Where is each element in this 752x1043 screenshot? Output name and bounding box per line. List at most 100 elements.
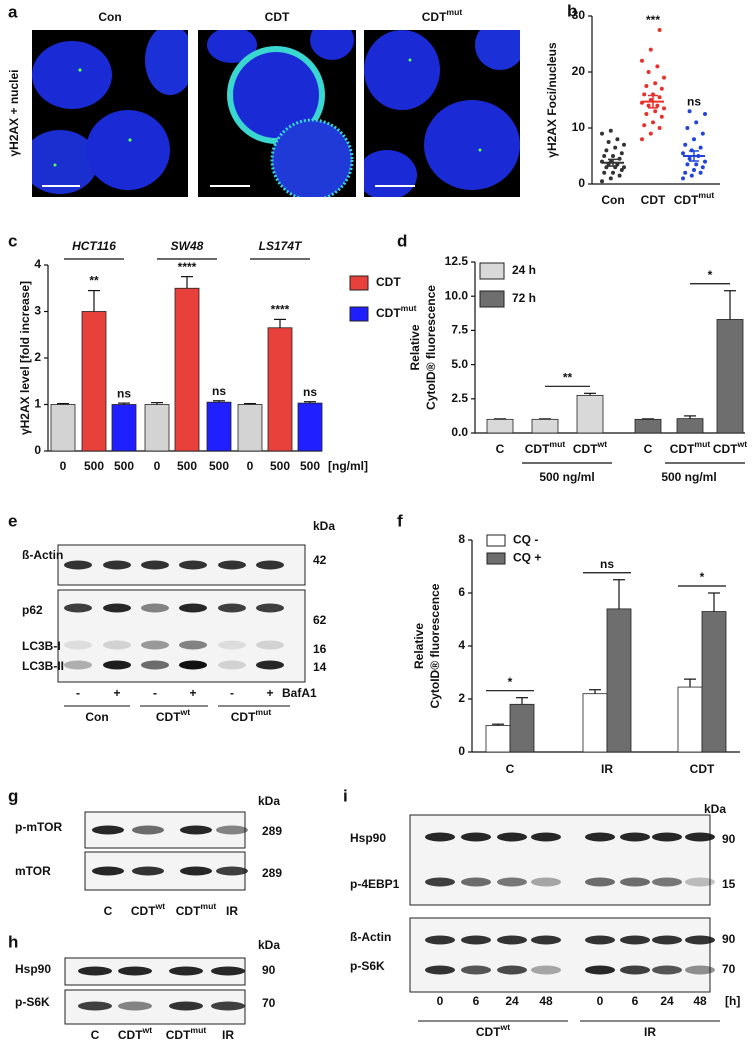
blot-band	[64, 603, 92, 613]
data-point	[683, 142, 688, 147]
x-tick-label: 0	[154, 459, 161, 473]
bar	[677, 686, 703, 753]
blot-band	[256, 660, 284, 670]
bar	[206, 401, 232, 452]
data-point	[689, 173, 694, 178]
blot-band	[179, 603, 207, 613]
annotation: **	[563, 370, 573, 384]
x-tick-label: CDTwt	[573, 439, 607, 456]
kda-value: 15	[722, 877, 736, 891]
lane-label: +	[113, 686, 120, 700]
y-tick-label: 0	[34, 443, 41, 457]
blot-band	[179, 640, 207, 650]
y-tick-label: 2.5	[451, 391, 468, 405]
data-point	[681, 176, 685, 181]
y-tick-label: 10.0	[445, 288, 469, 302]
data-point	[659, 114, 664, 119]
blot-band	[685, 965, 715, 975]
annotation: ns	[212, 384, 226, 398]
x-tick-label: C	[506, 762, 515, 776]
data-point	[703, 159, 707, 164]
y-tick-label: 2	[34, 350, 41, 364]
blot-band	[64, 640, 92, 650]
data-point	[657, 95, 662, 100]
y-axis-label: γH2AX + nuclei	[7, 69, 21, 156]
blot-band	[620, 965, 650, 975]
x-tick-label: 500	[177, 459, 197, 473]
treatment-label: BafA1	[282, 686, 317, 700]
blot-band	[211, 1001, 245, 1011]
panel-letter: e	[8, 511, 17, 530]
data-point	[608, 128, 613, 133]
x-tick-label: C	[644, 442, 653, 456]
blot-band	[216, 866, 248, 876]
data-point	[681, 151, 685, 156]
data-point	[685, 126, 690, 130]
legend-swatch	[479, 290, 505, 308]
lane-label: CDTmut	[166, 1025, 207, 1042]
blot-band	[141, 640, 169, 650]
data-point	[608, 176, 613, 181]
blot-band	[461, 832, 491, 842]
lane-label: -	[76, 686, 80, 700]
legend-swatch	[349, 306, 369, 322]
y-tick-label: 2	[458, 691, 465, 705]
bar	[531, 418, 559, 434]
group-label: SW48	[171, 239, 204, 253]
row-label: ß-Actin	[22, 548, 63, 562]
blot-band	[92, 825, 124, 835]
blot-band	[620, 935, 650, 945]
blot-band	[497, 832, 527, 842]
group-label-sup: wt	[180, 707, 191, 717]
x-tick-label-text: CDT	[670, 442, 695, 456]
kda-header: kDa	[258, 938, 280, 952]
row-label: Hsp90	[15, 962, 51, 976]
group-label: LS174T	[259, 239, 303, 253]
data-point	[640, 137, 644, 142]
data-point	[651, 120, 655, 125]
data-point	[685, 162, 690, 167]
blot-band	[531, 965, 561, 975]
blot-band	[531, 877, 561, 887]
bar	[606, 608, 632, 753]
data-point	[700, 131, 705, 136]
data-point	[648, 47, 653, 52]
blot-band	[685, 877, 715, 887]
data-point	[653, 109, 658, 114]
bar	[144, 404, 170, 452]
dose-label: 500 ng/ml	[539, 470, 594, 484]
blot-band	[685, 832, 715, 842]
x-tick-label-text: CDT	[674, 193, 699, 207]
annotation: ****	[271, 303, 290, 317]
y-tick-label: 6	[458, 585, 465, 599]
x-tick-label-sup: wt	[737, 439, 748, 449]
row-label: p62	[22, 603, 43, 617]
bar	[237, 404, 263, 452]
kda-value: 14	[313, 660, 327, 674]
data-point	[687, 156, 692, 161]
panel-letter: b	[567, 1, 577, 20]
bar	[634, 418, 662, 434]
group-label-sup: mut	[255, 707, 271, 717]
blot-band	[132, 825, 164, 835]
blot-band	[620, 832, 650, 842]
y-tick-label: 20	[572, 64, 586, 78]
y-tick-label: 1	[34, 397, 41, 411]
legend-label: CQ +	[513, 551, 541, 565]
bar	[111, 404, 137, 452]
lane-label: IR	[226, 904, 238, 918]
blot-band	[179, 560, 207, 570]
blot-band	[620, 877, 650, 887]
panel-letter: d	[397, 231, 407, 250]
x-tick-label: CDTwt	[713, 439, 747, 456]
blot-band	[585, 877, 615, 887]
kda-header: kDa	[313, 519, 335, 533]
annotation: **	[89, 274, 99, 288]
annotation: ns	[600, 557, 614, 571]
image-title: CDT	[265, 10, 290, 24]
panel-letter: c	[8, 231, 17, 250]
data-point	[662, 75, 666, 80]
data-point	[644, 84, 649, 88]
row-label: LC3B-I	[22, 639, 61, 653]
